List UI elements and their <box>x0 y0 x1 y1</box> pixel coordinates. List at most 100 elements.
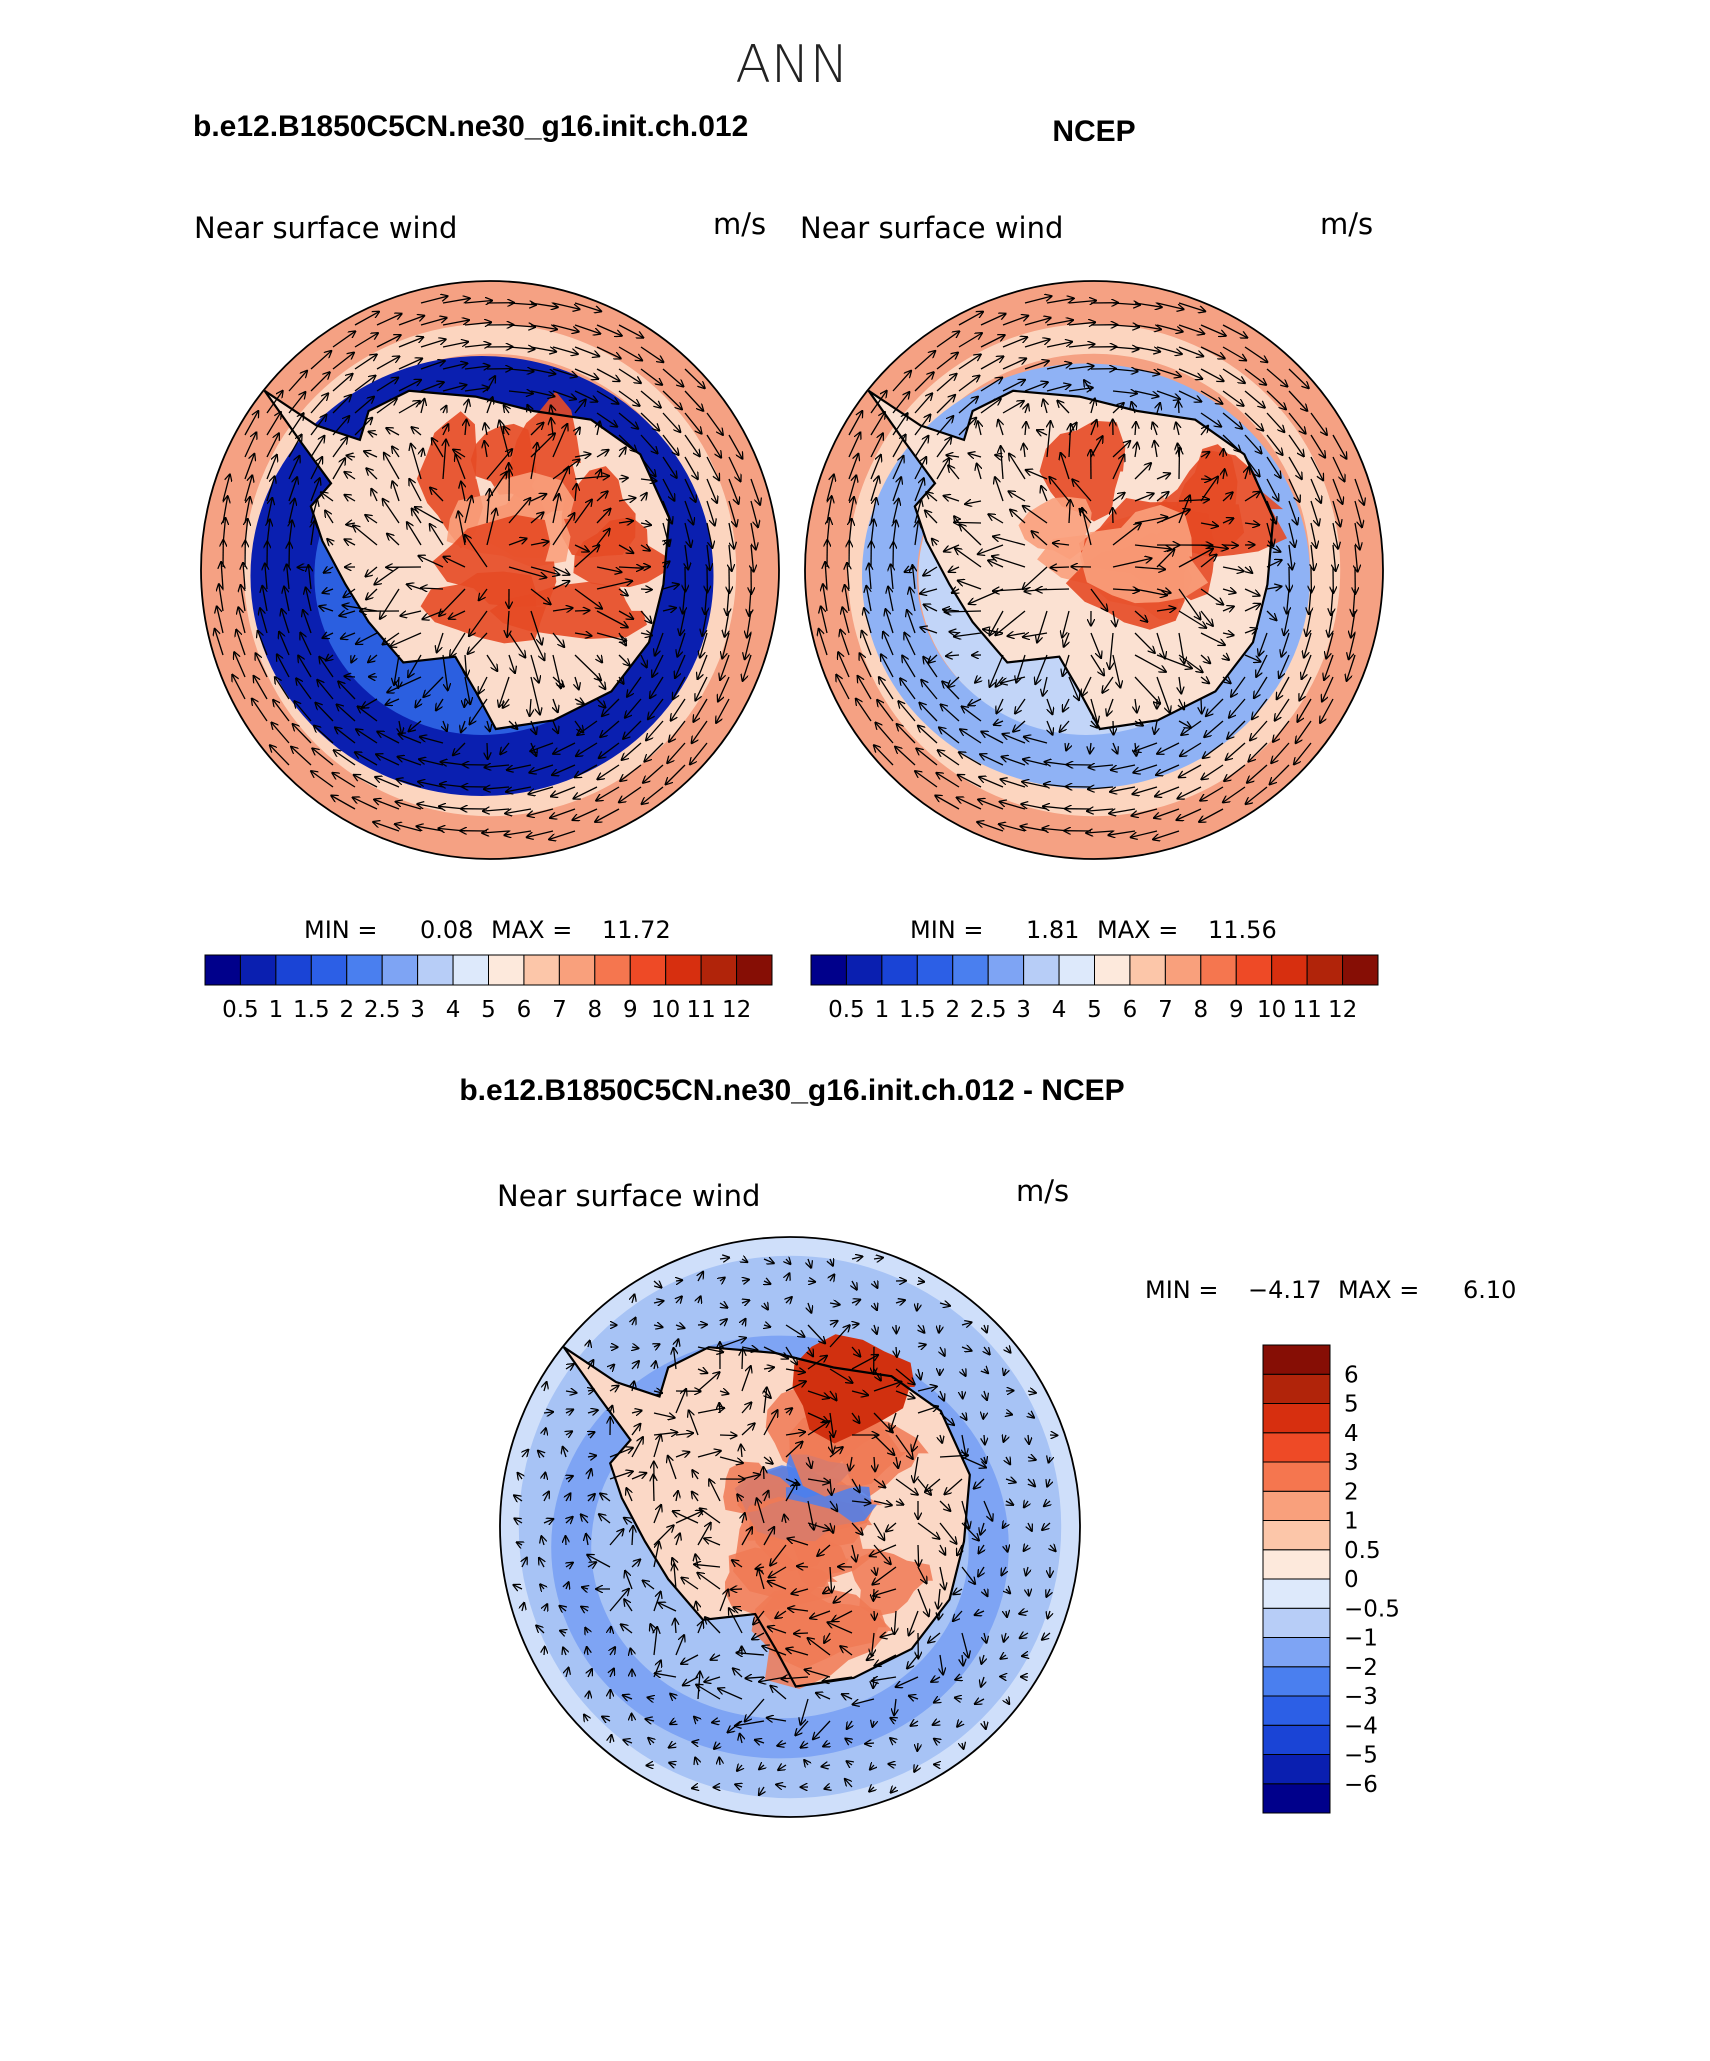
colorbar-swatch <box>1094 954 1131 986</box>
wind-arrow <box>1200 588 1223 605</box>
colorbar-tick-label: 4 <box>1052 997 1067 1023</box>
wind-arrow <box>1068 676 1079 700</box>
wind-arrow <box>341 632 356 639</box>
wind-arrow <box>898 701 916 722</box>
wind-arrow <box>530 324 557 329</box>
wind-arrow <box>332 353 354 370</box>
wind-arrow <box>942 681 960 700</box>
panel-title-obs: NCEP <box>1052 115 1135 148</box>
wind-arrow <box>662 478 675 501</box>
colorbar-tick-label: 5 <box>1087 997 1102 1023</box>
wind-arrow <box>640 346 664 362</box>
colorbar-swatch <box>1200 954 1237 986</box>
wind-arrow <box>1156 510 1190 524</box>
wind-arrow <box>552 302 580 309</box>
wind-arrow <box>954 633 982 637</box>
wind-arrow <box>1266 544 1281 552</box>
colorbar-swatch <box>594 954 631 986</box>
wind-arrow <box>1156 346 1182 354</box>
wind-arrow <box>1178 368 1203 379</box>
wind-arrow <box>1090 632 1101 658</box>
wind-arrow <box>294 701 312 722</box>
wind-arrow <box>1222 368 1245 383</box>
colorbar-swatch <box>987 954 1025 986</box>
wind-arrow <box>398 337 423 348</box>
wind-arrow <box>728 478 739 504</box>
wind-arrow <box>486 449 512 480</box>
wind-arrow <box>374 566 400 585</box>
wind-arrow <box>1222 589 1236 593</box>
wind-arrow <box>1112 558 1152 568</box>
wind-arrow <box>354 376 376 392</box>
colorbar-tick-label: 0.5 <box>222 997 259 1023</box>
colorbar-swatch <box>239 954 277 986</box>
wind-arrow <box>356 632 378 644</box>
wind-arrow <box>1256 654 1268 677</box>
wind-arrow <box>530 610 542 645</box>
wind-arrow <box>383 499 400 524</box>
colorbar-tick-label: 7 <box>552 997 567 1023</box>
wind-arrow <box>936 331 959 348</box>
colorbar-model: 0.5 1 1.5 2 2.5 3 4 5 6 7 8 9 10 11 12 <box>204 954 773 1023</box>
wind-arrow <box>885 609 894 634</box>
wind-arrow <box>1306 610 1312 636</box>
wind-arrow <box>508 498 531 524</box>
wind-arrow <box>914 457 926 480</box>
wind-arrow <box>623 720 642 739</box>
wind-arrow <box>932 539 937 546</box>
wind-arrow <box>915 521 918 546</box>
wind-arrow <box>870 391 887 414</box>
wind-arrow <box>662 368 684 387</box>
colorbar-swatch <box>1262 1344 1331 1375</box>
wind-arrow <box>530 423 544 436</box>
wind-arrow <box>366 468 378 480</box>
wind-arrow <box>577 720 598 735</box>
wind-arrow <box>453 742 466 755</box>
wind-arrow <box>936 374 957 392</box>
wind-arrow <box>1266 478 1279 501</box>
wind-arrow <box>1068 322 1095 325</box>
wind-arrow <box>552 632 564 647</box>
wind-arrow <box>596 676 606 689</box>
wind-arrow <box>366 588 378 600</box>
wind-arrow <box>1112 347 1139 349</box>
colorbar-swatch <box>1342 954 1379 986</box>
wind-arrow <box>552 566 570 575</box>
wind-arrow <box>487 742 488 759</box>
wind-arrow <box>270 745 290 766</box>
wind-arrow <box>346 456 356 458</box>
wind-arrow <box>877 700 894 722</box>
wind-arrow <box>1206 698 1224 716</box>
wind-arrow <box>394 654 400 685</box>
wind-arrow <box>1090 420 1097 436</box>
wind-arrow <box>575 764 598 777</box>
wind-arrow <box>1023 633 1048 637</box>
wind-arrow <box>1134 545 1171 549</box>
wind-arrow <box>684 434 700 457</box>
wind-arrow <box>552 368 577 377</box>
wind-arrow <box>574 588 602 609</box>
wind-arrow <box>1200 677 1209 683</box>
wind-arrow <box>618 324 643 338</box>
wind-arrow <box>1222 545 1238 546</box>
wind-arrow <box>398 676 399 688</box>
wind-arrow <box>597 421 600 436</box>
wind-arrow <box>684 368 705 388</box>
wind-arrow <box>1015 698 1026 714</box>
wind-arrow <box>706 478 717 503</box>
wind-arrow <box>241 585 246 612</box>
wind-arrow <box>430 524 444 546</box>
wind-arrow <box>1134 390 1159 396</box>
wind-arrow <box>1222 567 1244 571</box>
wind-arrow <box>289 520 292 546</box>
wind-arrow <box>652 654 664 677</box>
wind-arrow <box>408 720 422 732</box>
wind-arrow <box>344 495 356 501</box>
wind-map-diff <box>499 1236 1081 1818</box>
wind-arrow <box>1069 500 1070 524</box>
wind-arrow <box>551 405 553 414</box>
wind-arrow <box>685 544 688 570</box>
wind-arrow <box>327 539 333 545</box>
wind-arrow <box>1009 454 1026 480</box>
wind-arrow <box>720 654 730 680</box>
